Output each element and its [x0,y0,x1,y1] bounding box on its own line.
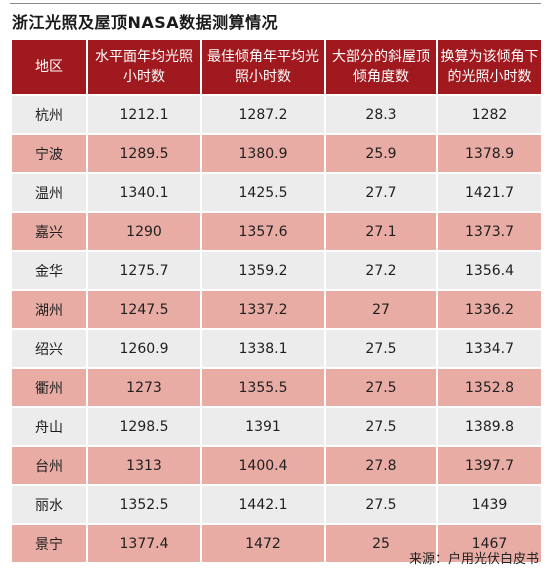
table-row: 嘉兴 1290 1357.6 27.1 1373.7 [12,213,541,252]
cell-converted-hours: 1378.9 [438,135,541,174]
cell-converted-hours: 1439 [438,486,541,525]
cell-region: 宁波 [12,135,88,174]
cell-region: 景宁 [12,525,88,564]
cell-horizontal-hours: 1275.7 [88,252,202,291]
cell-roof-tilt-angle: 25.9 [326,135,438,174]
top-rule [10,3,541,4]
cell-optimal-tilt-hours: 1400.4 [202,447,326,486]
table-row: 绍兴 1260.9 1338.1 27.5 1334.7 [12,330,541,369]
cell-horizontal-hours: 1340.1 [88,174,202,213]
cell-roof-tilt-angle: 27.7 [326,174,438,213]
table-row: 宁波 1289.5 1380.9 25.9 1378.9 [12,135,541,174]
cell-region: 杭州 [12,96,88,135]
cell-horizontal-hours: 1260.9 [88,330,202,369]
header-roof-tilt-angle: 大部分的斜屋顶倾角度数 [326,40,438,96]
table-row: 舟山 1298.5 1391 27.5 1389.8 [12,408,541,447]
header-converted-hours: 换算为该倾角下的光照小时数 [438,40,541,96]
table-row: 金华 1275.7 1359.2 27.2 1356.4 [12,252,541,291]
cell-region: 嘉兴 [12,213,88,252]
cell-roof-tilt-angle: 27.5 [326,369,438,408]
cell-horizontal-hours: 1352.5 [88,486,202,525]
cell-converted-hours: 1334.7 [438,330,541,369]
cell-roof-tilt-angle: 27.2 [326,252,438,291]
cell-region: 衢州 [12,369,88,408]
cell-converted-hours: 1336.2 [438,291,541,330]
cell-optimal-tilt-hours: 1442.1 [202,486,326,525]
data-table: 地区 水平面年均光照小时数 最佳倾角年平均光照小时数 大部分的斜屋顶倾角度数 换… [12,40,541,564]
cell-optimal-tilt-hours: 1472 [202,525,326,564]
cell-horizontal-hours: 1212.1 [88,96,202,135]
cell-region: 温州 [12,174,88,213]
cell-roof-tilt-angle: 27.5 [326,330,438,369]
cell-roof-tilt-angle: 25 [326,525,438,564]
cell-region: 台州 [12,447,88,486]
cell-optimal-tilt-hours: 1337.2 [202,291,326,330]
cell-optimal-tilt-hours: 1391 [202,408,326,447]
cell-roof-tilt-angle: 27.8 [326,447,438,486]
cell-converted-hours: 1282 [438,96,541,135]
table-row: 衢州 1273 1355.5 27.5 1352.8 [12,369,541,408]
cell-roof-tilt-angle: 28.3 [326,96,438,135]
cell-horizontal-hours: 1298.5 [88,408,202,447]
cell-region: 绍兴 [12,330,88,369]
source-note: 来源：户用光伏白皮书 [408,552,539,567]
header-horizontal-hours: 水平面年均光照小时数 [88,40,202,96]
cell-converted-hours: 1421.7 [438,174,541,213]
cell-optimal-tilt-hours: 1338.1 [202,330,326,369]
header-optimal-tilt-hours: 最佳倾角年平均光照小时数 [202,40,326,96]
cell-region: 金华 [12,252,88,291]
cell-region: 湖州 [12,291,88,330]
cell-horizontal-hours: 1289.5 [88,135,202,174]
table-title: 浙江光照及屋顶NASA数据测算情况 [12,13,279,32]
cell-converted-hours: 1373.7 [438,213,541,252]
cell-horizontal-hours: 1273 [88,369,202,408]
cell-converted-hours: 1352.8 [438,369,541,408]
table-row: 景宁 1377.4 1472 25 1467 [12,525,541,564]
cell-converted-hours: 1467 [438,525,541,564]
cell-region: 舟山 [12,408,88,447]
cell-optimal-tilt-hours: 1355.5 [202,369,326,408]
cell-optimal-tilt-hours: 1287.2 [202,96,326,135]
cell-region: 丽水 [12,486,88,525]
cell-horizontal-hours: 1290 [88,213,202,252]
cell-horizontal-hours: 1247.5 [88,291,202,330]
cell-converted-hours: 1389.8 [438,408,541,447]
cell-roof-tilt-angle: 27.5 [326,486,438,525]
cell-optimal-tilt-hours: 1359.2 [202,252,326,291]
table-row: 温州 1340.1 1425.5 27.7 1421.7 [12,174,541,213]
cell-converted-hours: 1356.4 [438,252,541,291]
cell-roof-tilt-angle: 27.5 [326,408,438,447]
cell-roof-tilt-angle: 27 [326,291,438,330]
table-row: 台州 1313 1400.4 27.8 1397.7 [12,447,541,486]
table-row: 杭州 1212.1 1287.2 28.3 1282 [12,96,541,135]
header-region: 地区 [12,40,88,96]
header-row: 地区 水平面年均光照小时数 最佳倾角年平均光照小时数 大部分的斜屋顶倾角度数 换… [12,40,541,96]
cell-optimal-tilt-hours: 1380.9 [202,135,326,174]
cell-horizontal-hours: 1377.4 [88,525,202,564]
cell-optimal-tilt-hours: 1425.5 [202,174,326,213]
cell-converted-hours: 1397.7 [438,447,541,486]
table-row: 丽水 1352.5 1442.1 27.5 1439 [12,486,541,525]
cell-horizontal-hours: 1313 [88,447,202,486]
table-row: 湖州 1247.5 1337.2 27 1336.2 [12,291,541,330]
cell-optimal-tilt-hours: 1357.6 [202,213,326,252]
cell-roof-tilt-angle: 27.1 [326,213,438,252]
